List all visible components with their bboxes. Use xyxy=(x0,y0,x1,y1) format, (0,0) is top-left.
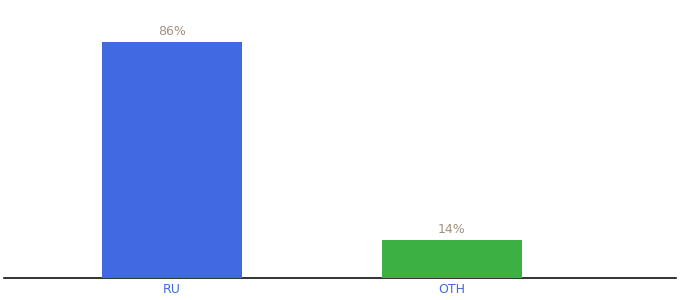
Text: 86%: 86% xyxy=(158,26,186,38)
Bar xyxy=(382,240,522,278)
Bar xyxy=(102,43,242,278)
Text: 14%: 14% xyxy=(438,223,466,236)
